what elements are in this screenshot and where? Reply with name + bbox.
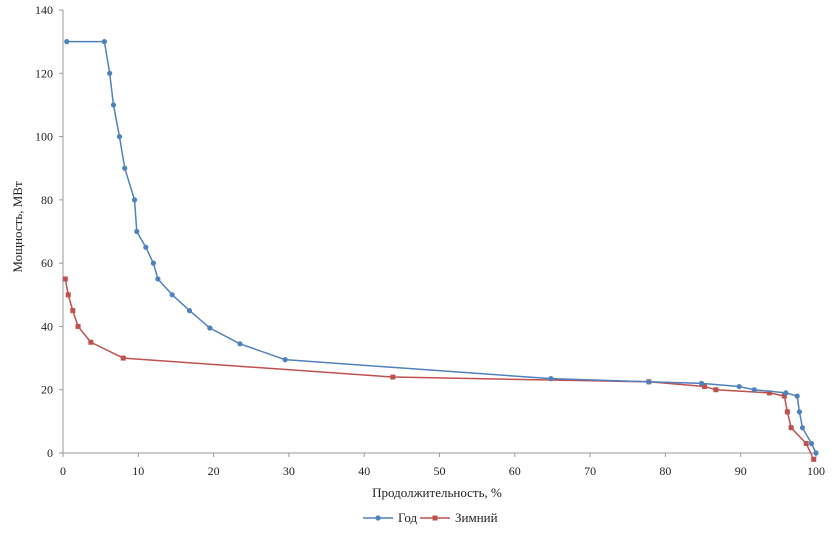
- data-point-god: [808, 440, 815, 447]
- legend: Год Зимний: [363, 510, 498, 525]
- y-tick-label: 120: [35, 66, 53, 80]
- data-point-zimniy: [65, 292, 71, 298]
- data-point-god: [698, 380, 705, 386]
- data-point-zimniy: [75, 323, 81, 329]
- x-tick-label: 30: [283, 464, 295, 478]
- x-tick-label: 10: [132, 464, 144, 478]
- data-point-zimniy: [781, 393, 787, 399]
- data-point-god: [207, 325, 213, 331]
- y-tick-label: 140: [35, 3, 53, 17]
- y-tick-label: 20: [41, 383, 53, 397]
- data-point-god: [150, 260, 156, 266]
- data-point-zimniy: [120, 355, 126, 361]
- data-point-god: [237, 341, 243, 347]
- data-point-god: [736, 383, 742, 390]
- y-tick-label: 0: [47, 446, 53, 460]
- data-point-god: [796, 409, 803, 415]
- data-point-god: [143, 244, 149, 250]
- data-point-god: [751, 387, 757, 393]
- data-point-god: [64, 39, 70, 45]
- x-tick-label: 100: [807, 464, 825, 478]
- legend-label-god: Год: [398, 510, 417, 525]
- y-tick-label: 40: [41, 319, 53, 333]
- x-tick-label: 80: [659, 464, 671, 478]
- x-tick-label: 90: [735, 464, 747, 478]
- legend-item-god[interactable]: Год: [363, 510, 417, 525]
- data-point-god: [799, 425, 806, 431]
- y-tick-label: 80: [41, 193, 53, 207]
- data-point-god: [169, 292, 175, 298]
- data-point-god: [646, 379, 652, 385]
- y-tick-label: 60: [41, 256, 53, 270]
- x-tick-label: 40: [358, 464, 370, 478]
- data-point-zimniy: [784, 409, 790, 415]
- x-tick-label: 70: [584, 464, 596, 478]
- x-tick-label: 20: [208, 464, 220, 478]
- data-point-god: [107, 70, 113, 76]
- data-point-zimniy: [88, 339, 94, 345]
- legend-label-zimniy: Зимний: [455, 510, 498, 525]
- data-point-zimniy: [811, 456, 817, 462]
- y-axis-title: Мощность, МВт: [10, 181, 25, 273]
- data-point-god: [155, 276, 161, 282]
- data-point-zimniy: [390, 374, 396, 380]
- x-tick-label: 0: [60, 464, 66, 478]
- legend-item-zimniy[interactable]: Зимний: [420, 510, 498, 525]
- data-point-god: [122, 165, 128, 171]
- series-line-zimniy: [64, 278, 815, 460]
- series-layer: [62, 39, 819, 462]
- data-point-zimniy: [766, 390, 772, 396]
- y-tick-label: 100: [35, 130, 53, 144]
- x-tick-label: 50: [434, 464, 446, 478]
- data-point-zimniy: [62, 276, 68, 282]
- x-axis: 0 10 20 30 40 50 60 70 80 90 100: [60, 452, 825, 478]
- data-point-god: [548, 376, 554, 382]
- data-point-god: [813, 450, 819, 456]
- y-axis: 0 20 40 60 80 100 120 140: [35, 3, 64, 460]
- data-point-god: [794, 393, 800, 399]
- data-point-zimniy: [713, 387, 719, 393]
- data-point-zimniy: [803, 441, 809, 447]
- legend-marker-zimniy: [432, 515, 438, 521]
- legend-marker-god: [375, 515, 381, 521]
- data-point-god: [134, 228, 140, 235]
- x-tick-label: 60: [509, 464, 521, 478]
- data-point-god: [186, 308, 193, 314]
- data-point-god: [110, 102, 117, 108]
- data-point-zimniy: [70, 308, 76, 314]
- series-line-god: [66, 40, 817, 454]
- data-point-god: [101, 39, 108, 45]
- data-point-god: [131, 197, 138, 203]
- data-point-god: [116, 133, 123, 140]
- data-point-zimniy: [788, 425, 794, 431]
- data-point-god: [783, 390, 789, 396]
- data-point-zimniy: [702, 384, 708, 390]
- x-axis-title: Продолжительность, %: [372, 485, 502, 500]
- data-point-god: [282, 357, 288, 363]
